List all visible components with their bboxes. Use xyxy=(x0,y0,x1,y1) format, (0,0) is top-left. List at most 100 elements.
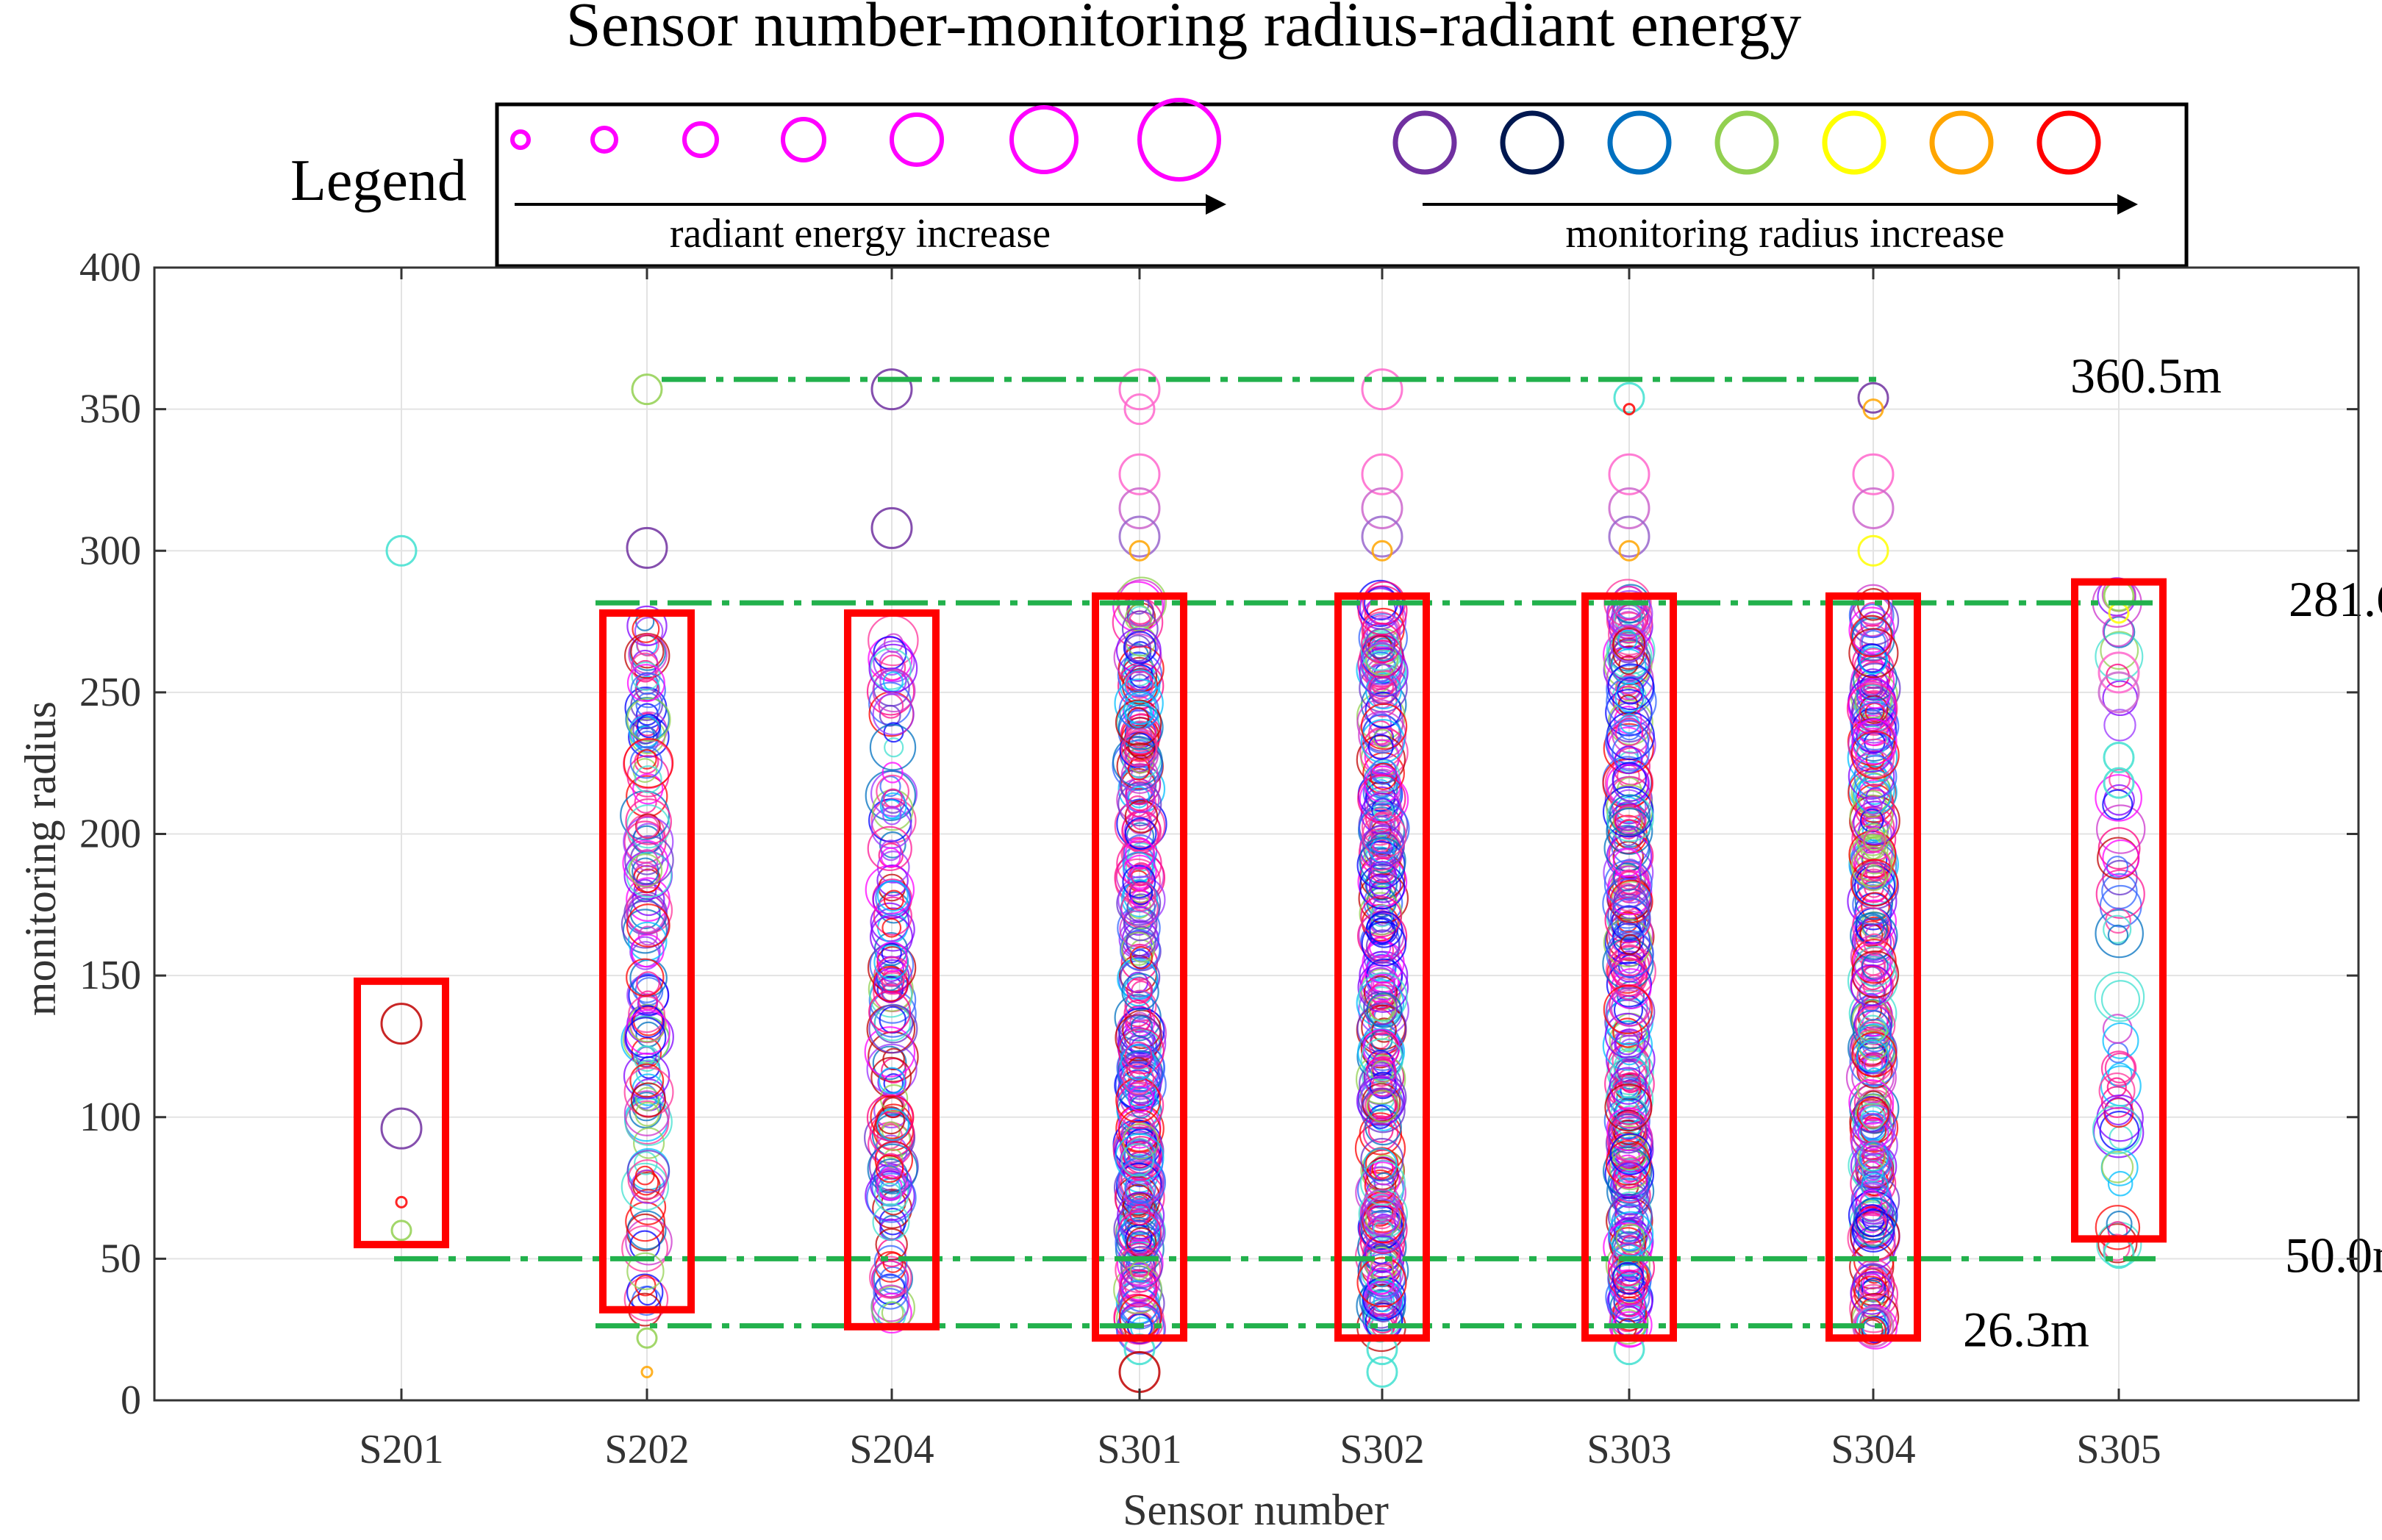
data-point xyxy=(1608,487,1650,529)
data-point xyxy=(1856,1267,1889,1300)
data-point xyxy=(1608,515,1650,558)
data-point xyxy=(875,1228,908,1261)
data-point xyxy=(1864,862,1885,881)
data-point xyxy=(624,835,674,885)
data-point xyxy=(634,1165,655,1186)
data-point xyxy=(631,652,659,681)
data-point xyxy=(1123,393,1156,426)
data-point xyxy=(1617,883,1638,903)
legend-radius-circles xyxy=(1392,110,2101,175)
data-point xyxy=(1357,1245,1409,1297)
radius-caption: monitoring radius increase xyxy=(1565,211,2004,257)
data-point xyxy=(1129,946,1154,970)
data-point xyxy=(1602,1020,1653,1071)
highlight-box xyxy=(354,977,449,1249)
data-point xyxy=(1359,950,1409,1000)
data-point xyxy=(1126,925,1156,957)
data-point xyxy=(1362,1200,1405,1244)
data-point xyxy=(1115,1133,1165,1183)
data-point xyxy=(2106,1077,2127,1097)
data-point xyxy=(626,664,665,703)
data-point xyxy=(1360,630,1401,671)
data-point xyxy=(630,1169,665,1204)
data-point xyxy=(1853,1096,1890,1133)
data-point xyxy=(1610,968,1652,1009)
data-point xyxy=(876,1108,909,1142)
data-point xyxy=(865,1170,915,1222)
data-point xyxy=(1606,807,1653,855)
data-point xyxy=(1128,1085,1155,1113)
y-tick-label: 150 xyxy=(79,953,141,998)
data-point xyxy=(1862,398,1884,420)
data-point xyxy=(1612,733,1650,772)
data-point xyxy=(1125,670,1154,699)
data-point xyxy=(1861,1106,1886,1131)
data-point xyxy=(1851,1031,1898,1078)
data-point xyxy=(1612,715,1651,754)
data-point xyxy=(1609,776,1652,818)
data-point xyxy=(872,1284,910,1322)
data-point xyxy=(2103,914,2132,944)
data-point xyxy=(634,765,662,794)
highlight-box xyxy=(2071,578,2167,1243)
data-point xyxy=(1121,1111,1156,1146)
data-point xyxy=(626,1252,665,1291)
data-point xyxy=(1373,728,1392,749)
data-point xyxy=(1603,984,1653,1035)
axes xyxy=(153,266,2360,1402)
data-point xyxy=(1364,1235,1402,1273)
data-point xyxy=(1115,1220,1160,1266)
y-axis-label: monitoring radius xyxy=(16,701,65,1016)
data-point xyxy=(626,958,665,997)
data-point xyxy=(880,847,901,868)
data-point xyxy=(1124,634,1152,662)
data-point xyxy=(2102,789,2134,820)
data-point xyxy=(1120,756,1159,795)
data-point xyxy=(878,1182,902,1207)
data-point xyxy=(871,1260,909,1298)
data-point xyxy=(876,880,909,912)
data-point xyxy=(1850,1271,1894,1315)
data-point xyxy=(1129,1260,1150,1281)
data-point xyxy=(1366,1089,1400,1123)
x-tick-label: S303 xyxy=(1587,1427,1671,1472)
data-point xyxy=(883,889,904,911)
data-point xyxy=(1356,1257,1407,1308)
data-point xyxy=(1117,652,1163,698)
data-point xyxy=(1359,1205,1408,1254)
data-point xyxy=(1117,704,1164,751)
data-point xyxy=(2107,924,2129,946)
data-point xyxy=(1615,1223,1645,1253)
data-point xyxy=(1852,487,1895,529)
data-point xyxy=(1365,1147,1399,1181)
data-point xyxy=(1617,870,1641,895)
data-point xyxy=(1122,845,1156,879)
data-point xyxy=(627,921,668,961)
data-point xyxy=(390,1220,412,1242)
highlight-box xyxy=(1825,592,1921,1342)
data-point xyxy=(873,896,912,936)
data-point xyxy=(1611,1311,1648,1348)
data-point xyxy=(1861,992,1881,1012)
data-point xyxy=(872,693,915,736)
data-point xyxy=(628,1003,667,1043)
legend-radius-circle xyxy=(1822,110,1886,175)
data-point xyxy=(1361,515,1403,558)
data-point xyxy=(1609,898,1651,939)
data-point xyxy=(1116,1043,1165,1092)
data-point xyxy=(627,1159,668,1200)
legend-energy-circle xyxy=(1009,105,1079,174)
data-point xyxy=(1120,1245,1163,1289)
data-point xyxy=(2095,632,2144,681)
data-point xyxy=(1606,1107,1650,1152)
data-point xyxy=(1609,1067,1647,1105)
x-tick-label: S202 xyxy=(604,1427,689,1472)
data-point xyxy=(1613,1261,1641,1289)
data-point xyxy=(1848,681,1897,730)
data-point xyxy=(1846,683,1898,734)
data-point xyxy=(1359,647,1409,698)
data-point xyxy=(626,697,671,742)
data-point xyxy=(1848,628,1899,678)
data-point xyxy=(873,1158,909,1193)
data-point xyxy=(1363,990,1398,1026)
